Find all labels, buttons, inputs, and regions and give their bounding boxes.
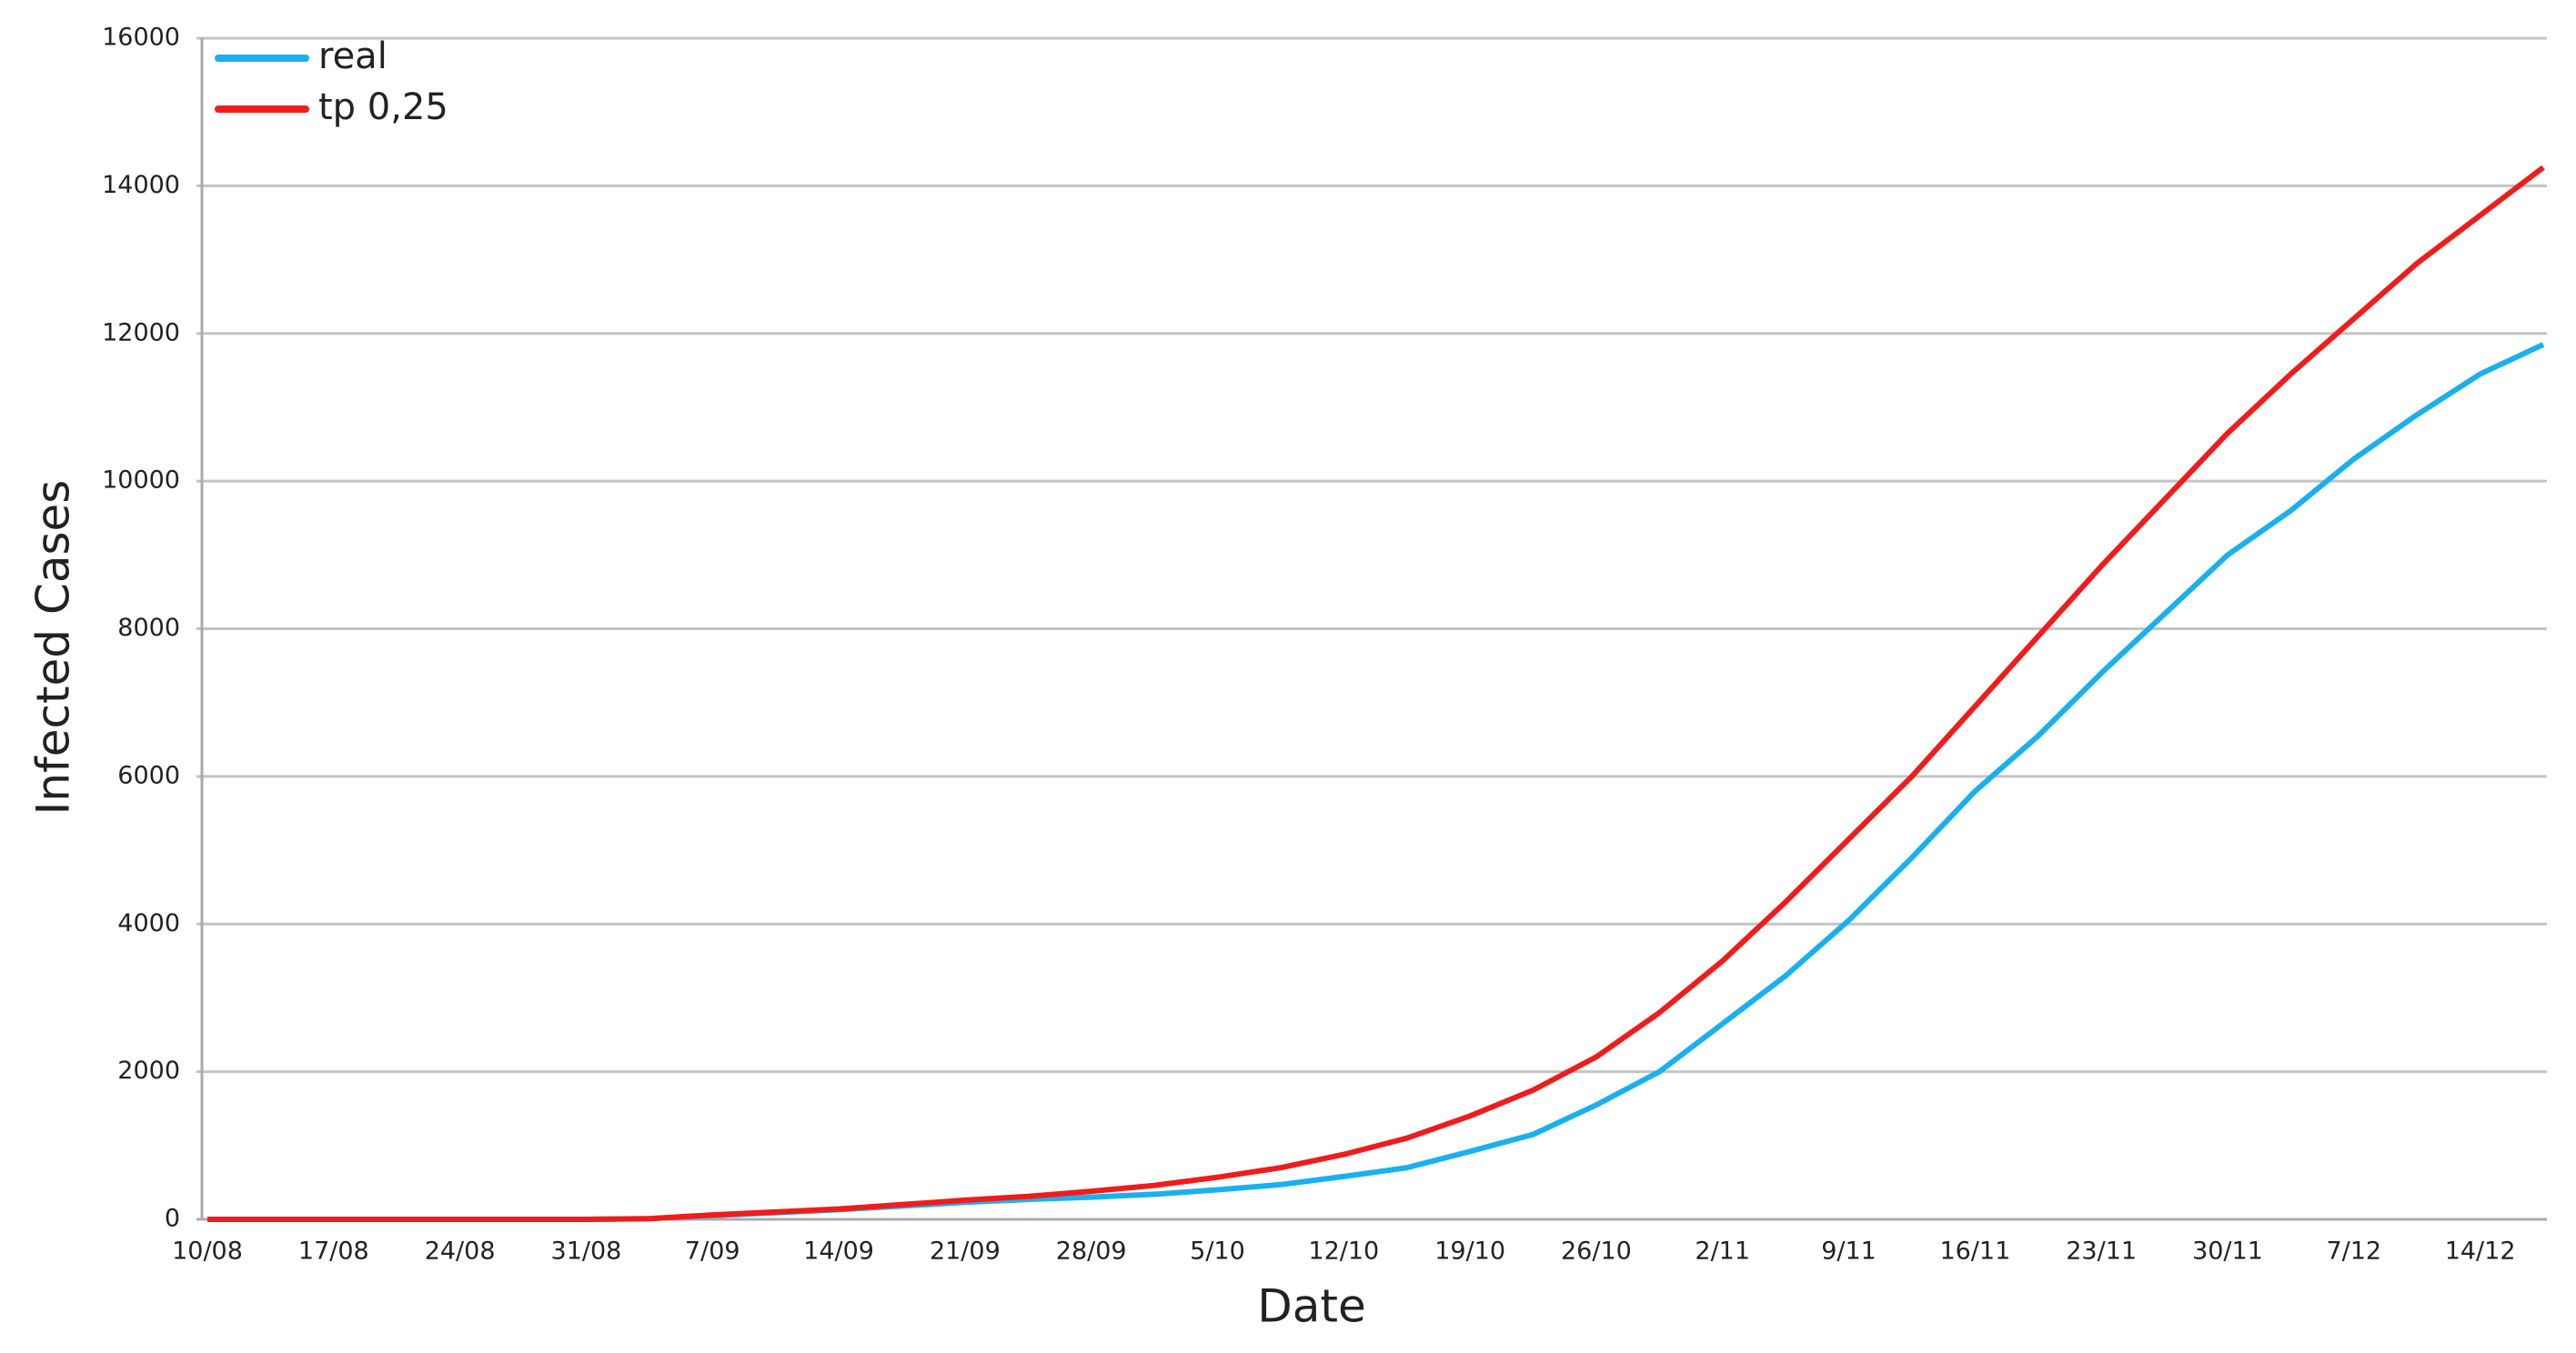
x-tick-label: 26/10	[1561, 1238, 1632, 1266]
x-tick-label: 5/10	[1190, 1238, 1245, 1266]
y-tick-label: 2000	[117, 1057, 180, 1085]
y-tick-label: 16000	[102, 24, 180, 52]
x-tick-label: 7/09	[685, 1238, 740, 1266]
y-tick-label: 6000	[117, 761, 180, 789]
x-tick-label: 12/10	[1308, 1238, 1379, 1266]
x-tick-label: 30/11	[2192, 1238, 2263, 1266]
line-series	[207, 342, 2545, 1222]
y-tick-label: 10000	[102, 466, 180, 495]
x-tick-label: 19/10	[1434, 1238, 1505, 1266]
x-tick-label: 21/09	[930, 1238, 1001, 1266]
x-tick-label: 14/12	[2445, 1238, 2516, 1266]
x-tick-label: 23/11	[2066, 1238, 2137, 1266]
x-tick-label: 9/11	[1821, 1238, 1877, 1266]
y-tick-label: 14000	[102, 171, 180, 199]
line-series	[207, 165, 2545, 1222]
legend-label: tp 0,25	[318, 86, 448, 128]
x-tick-label: 28/09	[1056, 1238, 1127, 1266]
x-tick-label: 17/08	[298, 1238, 369, 1266]
y-tick-label: 4000	[117, 909, 180, 937]
x-tick-label: 10/08	[172, 1238, 243, 1266]
x-tick-label: 24/08	[425, 1238, 496, 1266]
x-tick-label: 16/11	[1939, 1238, 2010, 1266]
y-axis-title: Infected Cases	[27, 480, 80, 816]
legend-label: real	[318, 35, 387, 77]
y-tick-label: 12000	[102, 318, 180, 346]
x-tick-label: 2/11	[1695, 1238, 1750, 1266]
x-tick-label: 31/08	[551, 1238, 622, 1266]
x-axis-title: Date	[1257, 1280, 1366, 1333]
x-tick-label: 14/09	[803, 1238, 874, 1266]
x-tick-label: 7/12	[2326, 1238, 2381, 1266]
y-tick-label: 0	[165, 1205, 180, 1233]
y-tick-label: 8000	[117, 614, 180, 642]
